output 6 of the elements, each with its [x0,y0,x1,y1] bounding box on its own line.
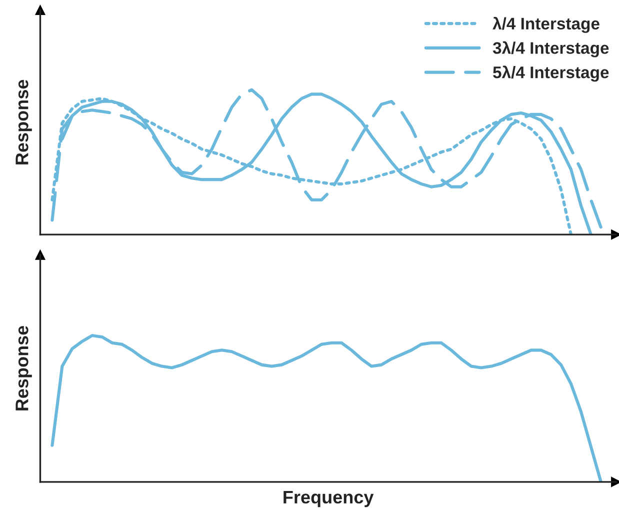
y-axis-title: Response [16,80,32,164]
legend-label: 5λ/4 Interstage [493,66,609,82]
x-axis-title: Frequency [284,490,374,508]
legend-label: 3λ/4 Interstage [492,41,609,58]
legend-label: λ/4 Interstage [492,16,600,33]
y-axis-title: Response [16,326,32,410]
